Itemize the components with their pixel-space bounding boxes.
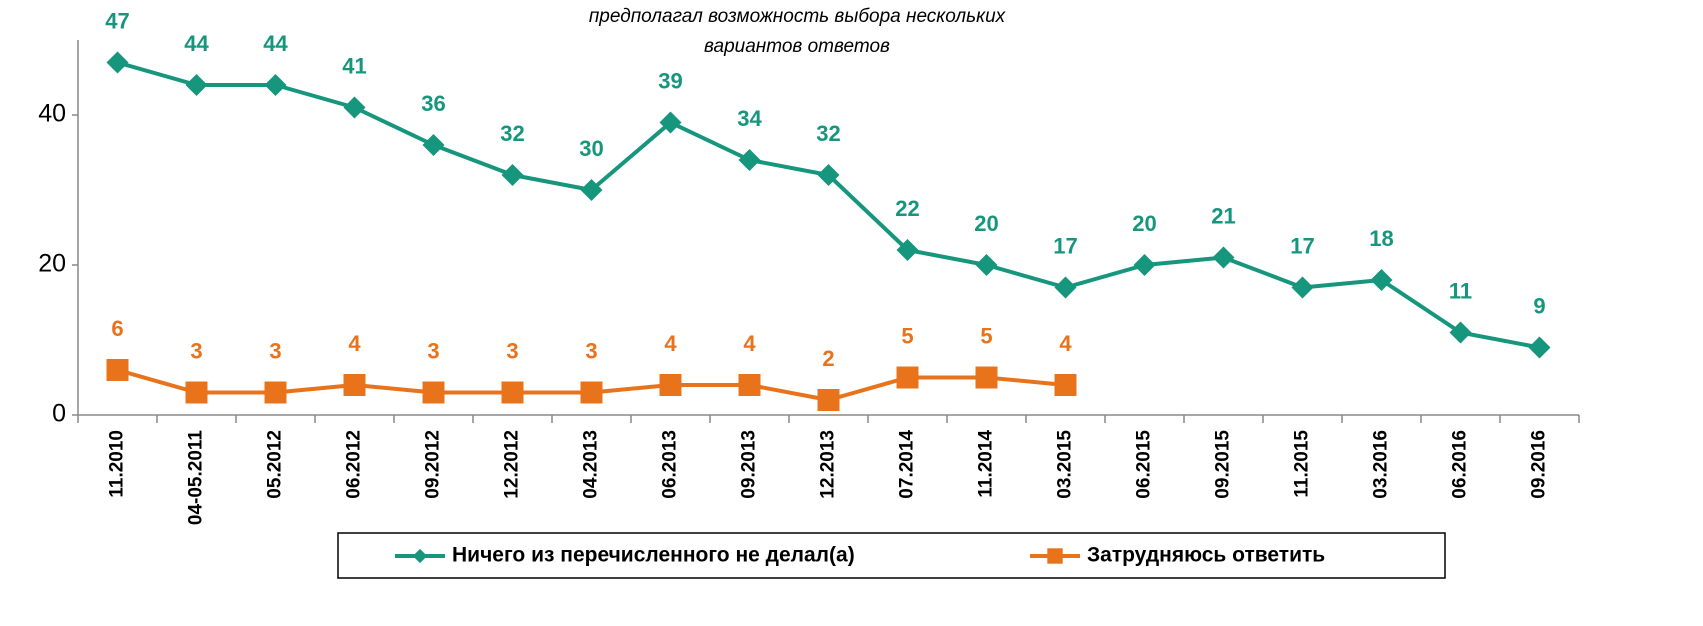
x-tick-label: 06.2012: [344, 430, 365, 499]
data-label: 20: [974, 211, 998, 236]
data-point: [501, 164, 524, 186]
data-point: [817, 164, 840, 186]
data-label: 47: [105, 8, 129, 33]
data-label: 3: [585, 338, 597, 363]
x-tick-label: 06.2015: [1134, 430, 1155, 499]
data-point: [659, 374, 682, 396]
data-label: 9: [1533, 293, 1545, 318]
x-tick-label: 11.2010: [107, 430, 128, 498]
x-tick-label: 12.2013: [818, 430, 839, 499]
data-label: 5: [980, 323, 992, 348]
x-tick-label: 06.2016: [1450, 430, 1471, 499]
data-label: 32: [500, 121, 524, 146]
data-point: [343, 374, 366, 396]
note: предполагал возможность выбора нескольки…: [589, 6, 1007, 27]
x-tick-label: 06.2013: [660, 430, 681, 499]
data-point: [1528, 336, 1551, 359]
x-tick-label: 09.2012: [423, 430, 444, 499]
data-label: 4: [743, 331, 756, 356]
data-label: 34: [737, 106, 762, 131]
data-label: 39: [658, 68, 682, 93]
x-tick-label: 04.2013: [581, 430, 602, 499]
data-label: 30: [579, 136, 603, 161]
data-point: [975, 254, 998, 276]
y-tick-label: 20: [38, 250, 66, 278]
data-label: 4: [348, 331, 361, 356]
x-tick-label: 05.2012: [265, 430, 286, 499]
series-line: [116, 60, 1540, 350]
data-point: [501, 381, 524, 404]
legend-marker: [1047, 548, 1063, 564]
legend-label: Ничего из перечисленного не делал(а): [452, 544, 855, 567]
data-point: [185, 381, 208, 404]
y-tick-label: 40: [38, 100, 66, 128]
data-point: [343, 96, 366, 119]
data-label: 5: [901, 323, 913, 348]
data-point: [1054, 276, 1077, 299]
data-point: [422, 134, 445, 156]
data-point: [1212, 246, 1235, 269]
data-point: [264, 381, 287, 404]
data-point: [896, 366, 919, 389]
data-label: 3: [506, 338, 518, 363]
x-tick-label: 09.2013: [739, 430, 760, 499]
data-point: [185, 74, 208, 96]
data-label: 17: [1053, 233, 1077, 258]
data-label: 20: [1132, 211, 1156, 236]
x-tick-label: 11.2015: [1292, 430, 1313, 498]
data-point: [1370, 269, 1393, 291]
data-label: 3: [427, 338, 439, 363]
data-point: [896, 239, 919, 261]
data-label: 32: [816, 121, 840, 146]
data-point: [738, 374, 761, 396]
x-tick-label: 03.2016: [1371, 430, 1392, 499]
data-label: 18: [1369, 226, 1393, 251]
data-label: 11: [1449, 278, 1472, 303]
data-point: [738, 149, 761, 171]
data-point: [817, 389, 840, 411]
legend-marker: [412, 548, 428, 564]
x-tick-label: 11.2014: [976, 430, 997, 498]
data-label: 6: [111, 316, 123, 341]
data-label: 3: [190, 338, 202, 363]
data-point: [1133, 254, 1156, 276]
data-point: [106, 359, 129, 381]
data-label: 21: [1211, 203, 1235, 228]
x-tick-label: 12.2012: [502, 430, 523, 499]
data-label: 22: [895, 196, 919, 221]
data-point: [106, 51, 129, 74]
data-point: [659, 111, 682, 134]
data-label: 36: [421, 91, 445, 116]
data-point: [580, 179, 603, 201]
data-point: [422, 381, 445, 404]
y-tick-label: 0: [52, 400, 66, 428]
data-label: 17: [1290, 233, 1314, 258]
legend-box: [337, 532, 1446, 579]
data-point: [1054, 374, 1077, 396]
data-label: 4: [664, 331, 677, 356]
note: вариантов ответов: [704, 36, 890, 57]
data-point: [264, 74, 287, 96]
data-label: 3: [269, 338, 281, 363]
x-tick-label: 09.2015: [1213, 430, 1234, 499]
data-label: 2: [822, 346, 834, 371]
data-label: 44: [184, 31, 209, 56]
data-label: 4: [1059, 331, 1072, 356]
data-label: 41: [342, 53, 366, 78]
x-tick-label: 07.2014: [897, 430, 918, 499]
x-tick-label: 09.2016: [1529, 430, 1550, 499]
data-point: [975, 366, 998, 389]
legend-label: Затрудняюсь ответить: [1087, 544, 1325, 567]
x-tick-label: 04-05.2011: [186, 430, 207, 526]
data-point: [1291, 276, 1314, 299]
data-label: 44: [263, 31, 288, 56]
x-tick-label: 03.2015: [1055, 430, 1076, 499]
data-point: [580, 381, 603, 404]
data-point: [1449, 321, 1472, 344]
